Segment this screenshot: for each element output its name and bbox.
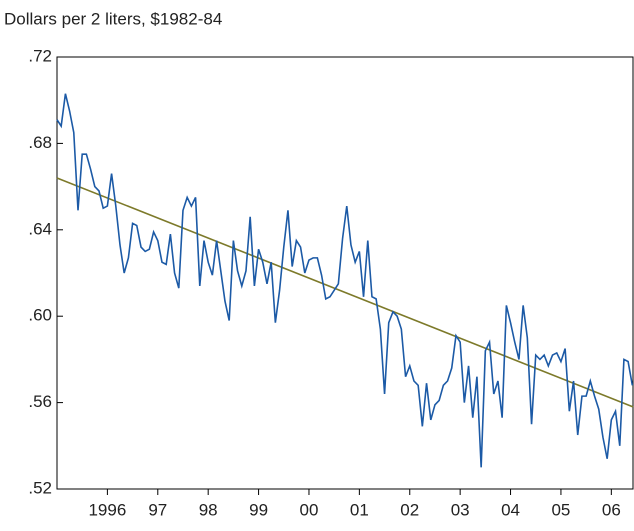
y-tick-label: .52 <box>28 478 52 497</box>
x-tick-label: 02 <box>400 500 419 519</box>
x-tick-label: 06 <box>602 500 621 519</box>
x-tick-label: 03 <box>451 500 470 519</box>
x-tick-label: 97 <box>148 500 167 519</box>
y-tick-label: .68 <box>28 133 52 152</box>
data-line <box>56 93 634 468</box>
x-tick-label: 98 <box>199 500 218 519</box>
x-tick-label: 1996 <box>88 500 126 519</box>
plot-frame <box>56 56 634 490</box>
x-tick-label: 05 <box>551 500 570 519</box>
y-tick-label: .72 <box>28 46 52 65</box>
trend-line <box>56 177 634 408</box>
x-tick-label: 00 <box>300 500 319 519</box>
x-tick-label: 04 <box>501 500 520 519</box>
x-tick-label: 99 <box>249 500 268 519</box>
y-tick-label: .56 <box>28 392 52 411</box>
y-tick-label: .64 <box>28 219 52 238</box>
y-tick-label: .60 <box>28 306 52 325</box>
chart-title: Dollars per 2 liters, $1982-84 <box>4 9 222 28</box>
x-tick-label: 01 <box>350 500 369 519</box>
